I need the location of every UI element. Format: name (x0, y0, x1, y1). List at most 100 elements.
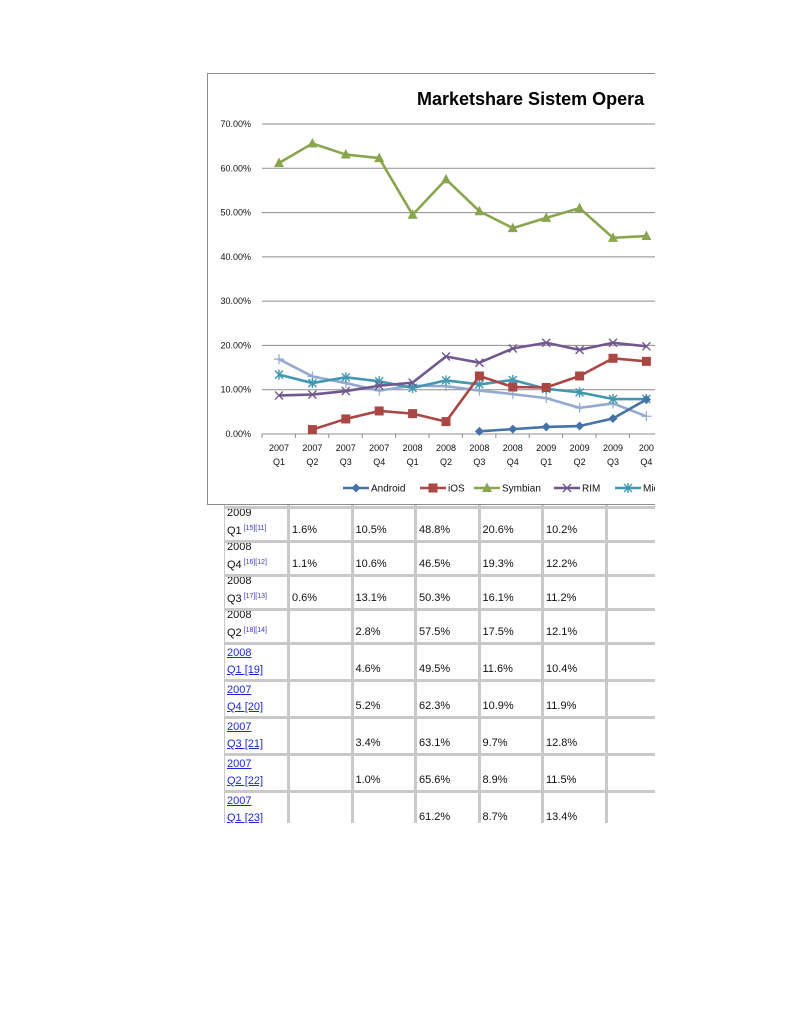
data-point (408, 378, 418, 388)
period-link[interactable]: 2007 Q1 [23] (227, 795, 263, 823)
share-cell-mic: 12.1% (543, 610, 607, 644)
period-link[interactable]: 2007 Q4 [20] (227, 684, 263, 713)
data-point (541, 422, 551, 432)
period-link[interactable]: 2008 Q1 [19] (227, 647, 263, 676)
y-tick-label: 10.00% (220, 385, 251, 395)
period-quarter[interactable]: Q1 [23] (227, 812, 264, 823)
data-point (575, 387, 585, 398)
data-point (474, 358, 484, 368)
legend-entry-ios: iOS (420, 483, 465, 495)
period-cell[interactable]: 2007 Q2 [22] (224, 755, 289, 792)
reference-superscript[interactable]: [15][11] (241, 525, 267, 532)
data-point (374, 152, 385, 163)
data-point (641, 341, 651, 351)
period-cell[interactable]: 2007 Q3 [21] (224, 718, 289, 755)
share-cell-other (606, 542, 655, 576)
share-cell-android (289, 681, 353, 718)
share-cell-rim: 8.9% (479, 755, 543, 792)
share-cell-rim: 8.7% (479, 792, 543, 823)
period-quarter: Q4 (227, 559, 242, 571)
period-cell[interactable]: 2007 Q4 [20] (224, 681, 289, 718)
share-cell-mic: 10.4% (543, 644, 607, 681)
data-point (274, 157, 284, 167)
share-cell-symbian: 61.2% (416, 792, 480, 823)
x-tick-label-year: 2009 (570, 443, 590, 453)
legend-label: RIM (582, 484, 600, 495)
share-cell-symbian: 48.8% (416, 508, 480, 542)
series-rim (274, 338, 651, 400)
share-cell-rim: 17.5% (479, 610, 543, 644)
x-tick-label-quarter: Q3 (340, 457, 352, 467)
legend-entry-android: Android (343, 483, 405, 495)
share-cell-symbian: 63.1% (416, 718, 480, 755)
legend-entry-symbian: Symbian (474, 482, 541, 495)
share-cell-android (289, 755, 353, 792)
share-cell-rim: 19.3% (479, 542, 543, 576)
share-cell-symbian: 65.6% (416, 755, 480, 792)
share-cell-android (289, 644, 353, 681)
x-tick-label-year: 2007 (336, 443, 356, 453)
data-point (341, 386, 351, 396)
reference-superscript[interactable]: [18][14] (241, 627, 267, 634)
axis-layer: 70.00% 60.00% 50.00% 40.00% 30.00% 20.00% 10.0… (220, 119, 653, 467)
reference-superscript[interactable]: [16][12] (241, 559, 267, 566)
share-cell-symbian: 57.5% (416, 610, 480, 644)
share-cell-other (606, 644, 655, 681)
data-point (508, 382, 518, 392)
x-tick-label-quarter: Q4 (373, 457, 385, 467)
series-layer (274, 137, 652, 436)
period-quarter[interactable]: Q3 [21] (227, 738, 264, 750)
x-tick-label-quarter: Q1 (540, 457, 552, 467)
data-point (608, 232, 618, 242)
data-point (341, 414, 351, 424)
series-unlabeled (274, 354, 652, 422)
x-tick-label-quarter: Q4 (640, 457, 652, 467)
chart-title: Marketshare Sistem Opera (417, 89, 645, 109)
legend-label: iOS (448, 484, 465, 495)
x-tick-label-year: 2008 (469, 443, 489, 453)
data-point (474, 371, 484, 381)
data-point (575, 345, 585, 355)
x-tick-label-year: 2008 (503, 443, 523, 453)
period-cell[interactable]: 2007 Q1 [23] (224, 792, 289, 823)
period-year[interactable]: 2007 (227, 721, 252, 733)
share-cell-mic: 12.8% (543, 718, 607, 755)
x-tick-label-quarter: Q2 (306, 457, 318, 467)
period-year[interactable]: 2008 (227, 647, 252, 659)
period-cell: 2008 Q2 [18][14] (224, 610, 289, 644)
period-link[interactable]: 2007 Q2 [22] (227, 758, 263, 787)
period-cell: 2009 Q1 [15][11] (224, 508, 289, 542)
legend-entry-mic: Mic (615, 483, 655, 495)
x-tick-label-quarter: Q2 (574, 457, 586, 467)
period-link[interactable]: 2007 Q3 [21] (227, 721, 263, 750)
share-cell-android: 0.6% (289, 576, 353, 610)
legend-marker (428, 483, 438, 493)
data-point (508, 344, 518, 354)
period-year[interactable]: 2007 (227, 795, 252, 807)
period-cell[interactable]: 2008 Q1 [19] (224, 644, 289, 681)
period-quarter[interactable]: Q1 [19] (227, 664, 264, 676)
series-line (278, 373, 647, 401)
period-quarter[interactable]: Q4 [20] (227, 701, 264, 713)
series-line (479, 398, 648, 433)
share-cell-ios: 10.5% (352, 508, 416, 542)
share-cell-ios: 10.6% (352, 542, 416, 576)
data-point (374, 406, 384, 416)
x-tick-label-quarter: Q4 (507, 457, 519, 467)
share-cell-other (606, 755, 655, 792)
share-cell-symbian: 50.3% (416, 576, 480, 610)
period-quarter[interactable]: Q2 [22] (227, 775, 264, 787)
y-tick-label: 30.00% (220, 296, 251, 306)
x-tick-label-year: 2007 (302, 443, 322, 453)
series-android (474, 394, 651, 436)
legend-label: Mic (643, 484, 655, 495)
period-year[interactable]: 2007 (227, 684, 252, 696)
reference-superscript[interactable]: [17][13] (241, 593, 267, 600)
period-year: 2009 (227, 508, 252, 519)
period-year[interactable]: 2007 (227, 758, 252, 770)
legend-label: Symbian (502, 484, 541, 495)
share-cell-symbian: 62.3% (416, 681, 480, 718)
data-point (441, 375, 451, 386)
data-point (608, 414, 618, 423)
y-tick-label: 40.00% (220, 252, 251, 262)
